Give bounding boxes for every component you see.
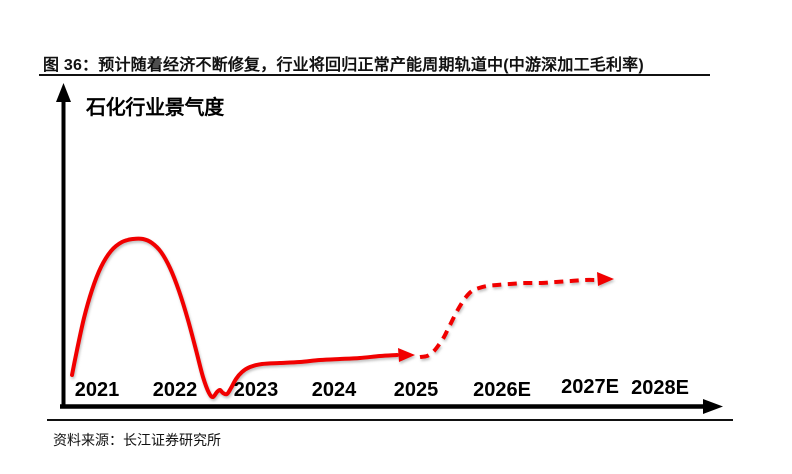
x-axis-arrowhead: [703, 399, 723, 414]
x-axis-label-2028E: 2028E: [631, 377, 689, 399]
source-text: 资料来源：长江证券研究所: [53, 432, 221, 448]
dashed-curve-arrowhead: [597, 272, 614, 286]
caption-underline: [39, 74, 710, 76]
dashed-curve: [419, 277, 597, 359]
figure-caption: 图 36：预计随着经济不断修复，行业将回归正常产能周期轨道中(中游深加工毛利率): [43, 57, 644, 74]
x-axis-label-2021: 2021: [74, 379, 120, 401]
x-axis-label-2026E: 2026E: [473, 379, 531, 401]
x-axis-label-2022: 2022: [152, 379, 198, 401]
solid-curve: [70, 236, 399, 400]
prosperity-curve: [70, 236, 614, 400]
x-axis-label-2023: 2023: [233, 379, 279, 401]
solid-curve-arrowhead: [398, 348, 415, 362]
x-axis-label-2024: 2024: [311, 379, 357, 401]
x-axis-label-2025: 2025: [393, 379, 439, 401]
y-axis-arrowhead: [56, 83, 71, 102]
axes: [56, 83, 723, 414]
x-axis-label-2027E: 2027E: [561, 376, 619, 398]
source-separator: [47, 419, 733, 421]
chart-title: 石化行业景气度: [86, 97, 224, 119]
